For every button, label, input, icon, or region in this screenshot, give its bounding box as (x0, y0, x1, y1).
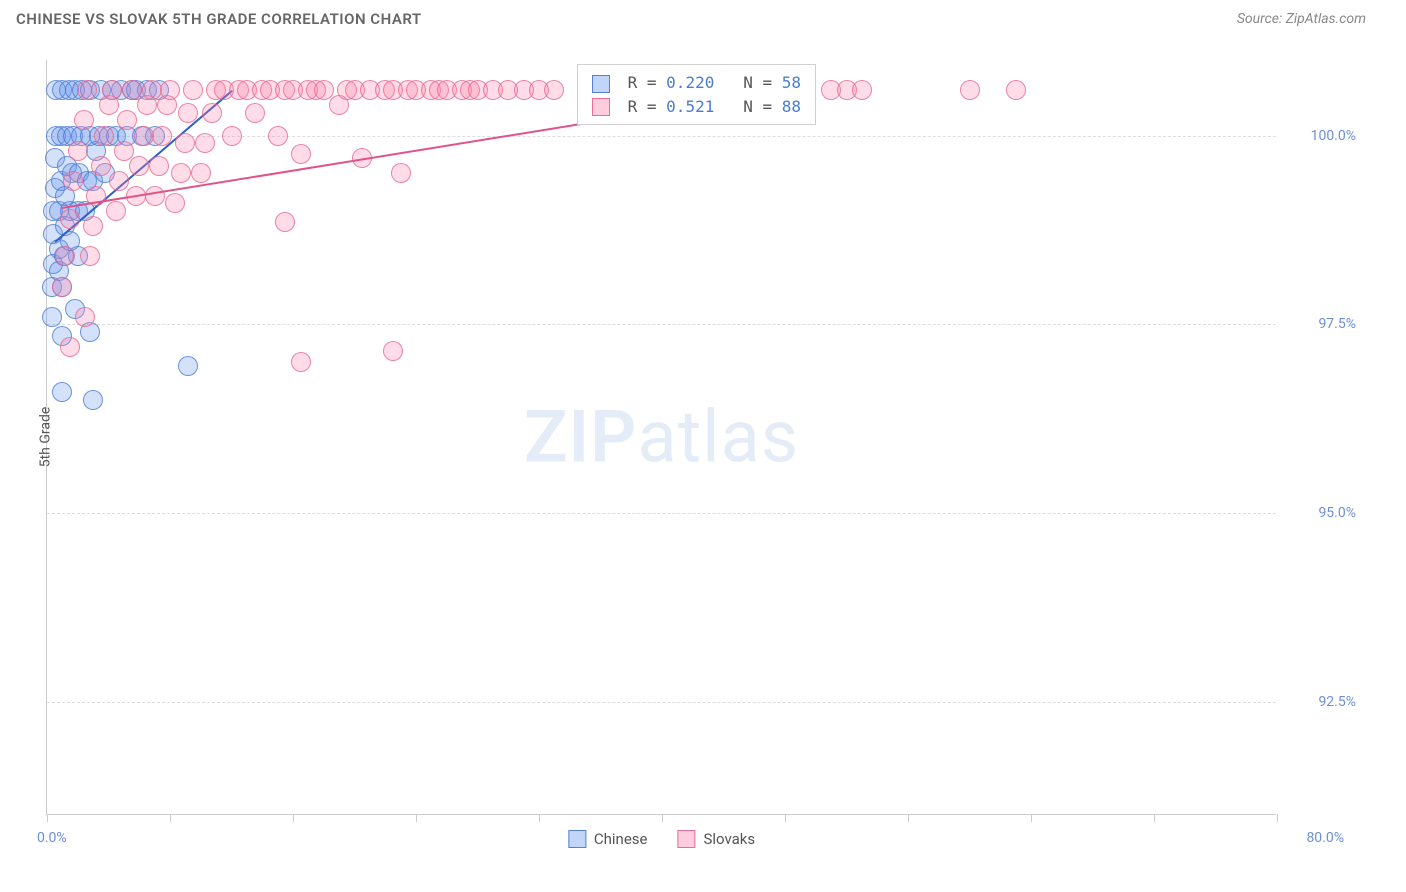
x-tick (662, 814, 663, 822)
legend-swatch-blue (592, 75, 610, 93)
x-tick (1277, 814, 1278, 822)
chart-header: CHINESE VS SLOVAK 5TH GRADE CORRELATION … (0, 0, 1406, 34)
scatter-point (175, 133, 195, 153)
chart-title: CHINESE VS SLOVAK 5TH GRADE CORRELATION … (16, 10, 422, 28)
scatter-point (83, 390, 103, 410)
scatter-point (91, 156, 111, 176)
x-tick (293, 814, 294, 822)
scatter-point (83, 216, 103, 236)
x-tick (47, 814, 48, 822)
scatter-point (152, 126, 172, 146)
scatter-point (42, 307, 62, 327)
y-tick-label: 97.5% (1286, 316, 1356, 332)
scatter-point (222, 126, 242, 146)
scatter-point (383, 341, 403, 361)
x-tick (170, 814, 171, 822)
plot-area: 92.5%95.0%97.5%100.0% (47, 60, 1276, 814)
scatter-point (94, 126, 114, 146)
correlation-legend: R = 0.220 N = 58 R = 0.521 N = 88 (577, 64, 816, 125)
scatter-point (960, 80, 980, 100)
scatter-point (275, 212, 295, 232)
scatter-point (142, 80, 162, 100)
scatter-point (55, 246, 75, 266)
scatter-point (77, 80, 97, 100)
scatter-point (291, 144, 311, 164)
scatter-point (52, 277, 72, 297)
scatter-point (60, 209, 80, 229)
gridline (47, 513, 1276, 514)
scatter-point (145, 186, 165, 206)
source-label: Source: ZipAtlas.com (1237, 11, 1366, 27)
scatter-point (117, 110, 137, 130)
scatter-point (106, 201, 126, 221)
x-tick (908, 814, 909, 822)
scatter-point (291, 352, 311, 372)
legend-label-slovaks: Slovaks (703, 830, 755, 848)
scatter-point (1006, 80, 1026, 100)
scatter-point (183, 80, 203, 100)
scatter-point (122, 80, 142, 100)
scatter-point (63, 171, 83, 191)
series-legend: Chinese Slovaks (568, 830, 755, 848)
scatter-point (191, 163, 211, 183)
y-tick-label: 100.0% (1286, 128, 1356, 144)
scatter-point (391, 163, 411, 183)
scatter-point (52, 382, 72, 402)
scatter-point (160, 80, 180, 100)
y-tick-label: 95.0% (1286, 505, 1356, 521)
scatter-point (149, 156, 169, 176)
scatter-point (109, 171, 129, 191)
scatter-point (75, 307, 95, 327)
scatter-point (134, 126, 154, 146)
scatter-point (129, 156, 149, 176)
y-axis-title: 5th Grade (37, 407, 53, 468)
legend-item-slovaks: Slovaks (677, 830, 755, 848)
legend-label-chinese: Chinese (594, 830, 648, 848)
scatter-point (544, 80, 564, 100)
scatter-point (171, 163, 191, 183)
scatter-point (178, 356, 198, 376)
scatter-point (68, 141, 88, 161)
scatter-point (60, 337, 80, 357)
chart-area: ZIPatlas 92.5%95.0%97.5%100.0% 5th Grade… (46, 60, 1276, 815)
scatter-point (114, 141, 134, 161)
legend-swatch-chinese (568, 830, 586, 848)
x-tick (785, 814, 786, 822)
gridline (47, 702, 1276, 703)
legend-item-chinese: Chinese (568, 830, 648, 848)
legend-swatch-slovaks (677, 830, 695, 848)
x-axis-min-label: 0.0% (37, 830, 67, 846)
x-tick (416, 814, 417, 822)
x-tick (539, 814, 540, 822)
scatter-point (202, 103, 222, 123)
scatter-point (178, 103, 198, 123)
gridline (47, 324, 1276, 325)
scatter-point (195, 133, 215, 153)
x-axis-max-label: 80.0% (1306, 830, 1344, 846)
y-tick-label: 92.5% (1286, 694, 1356, 710)
scatter-point (102, 80, 122, 100)
x-tick (1154, 814, 1155, 822)
x-tick (1031, 814, 1032, 822)
scatter-point (74, 110, 94, 130)
scatter-point (165, 193, 185, 213)
scatter-point (852, 80, 872, 100)
legend-swatch-pink (592, 98, 610, 116)
scatter-point (245, 103, 265, 123)
scatter-point (314, 80, 334, 100)
scatter-point (80, 246, 100, 266)
scatter-point (268, 126, 288, 146)
